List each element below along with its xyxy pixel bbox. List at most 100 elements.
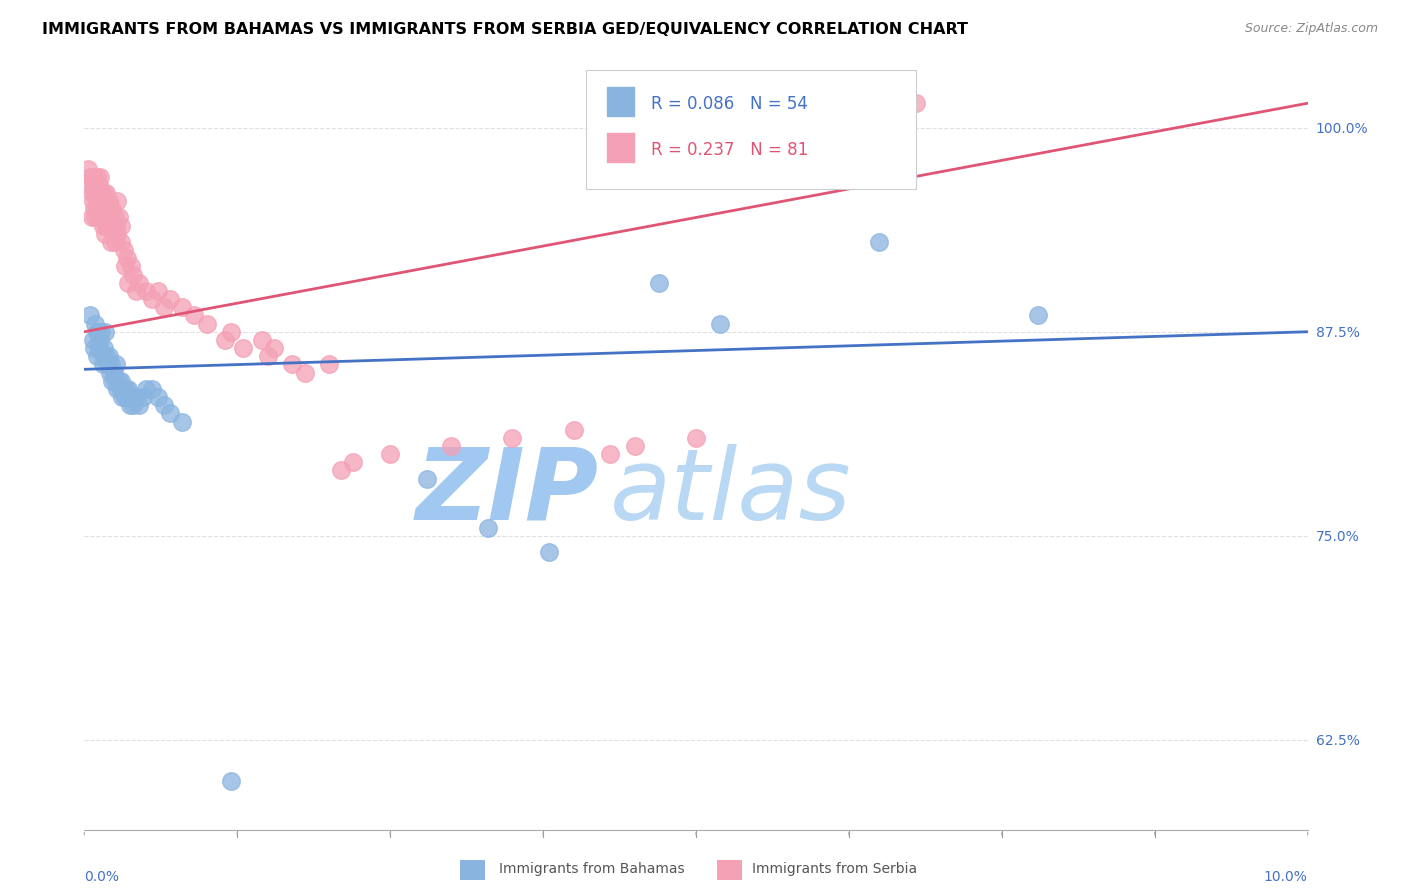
Point [89, 333, 111, 347]
Point [103, 219, 125, 233]
Point [132, 390, 155, 404]
Text: Immigrants from Serbia: Immigrants from Serbia [752, 862, 917, 876]
Point [538, 545, 561, 559]
Bar [606, 87, 634, 116]
Point [82, 169, 104, 184]
Point [120, 390, 142, 404]
Point [105, 194, 128, 209]
Point [104, 374, 127, 388]
Point [219, 325, 242, 339]
Point [94, 325, 117, 339]
Point [416, 472, 439, 486]
Point [108, 382, 131, 396]
Point [91, 349, 114, 363]
Point [172, 300, 194, 314]
Point [101, 374, 124, 388]
Point [135, 382, 157, 396]
Point [84, 211, 107, 225]
Point [294, 366, 316, 380]
Point [87, 186, 110, 200]
Point [97, 219, 120, 233]
Point [91, 358, 114, 372]
Point [87, 211, 110, 225]
Text: Source: ZipAtlas.com: Source: ZipAtlas.com [1244, 22, 1378, 36]
Point [146, 284, 169, 298]
Point [1028, 309, 1050, 323]
Point [214, 333, 236, 347]
Point [624, 439, 647, 453]
Point [100, 358, 122, 372]
Point [87, 325, 110, 339]
Point [159, 292, 181, 306]
Point [84, 317, 107, 331]
Point [342, 455, 364, 469]
Point [82, 194, 104, 209]
Point [562, 423, 585, 437]
Point [440, 439, 463, 453]
Point [250, 333, 273, 347]
Point [159, 406, 181, 420]
Point [118, 398, 141, 412]
Point [502, 431, 524, 445]
Point [110, 235, 132, 249]
Point [82, 333, 104, 347]
Point [111, 390, 134, 404]
Point [97, 349, 120, 363]
Point [257, 349, 280, 363]
Point [135, 284, 157, 298]
Point [648, 276, 671, 290]
Point [107, 374, 129, 388]
Point [122, 268, 145, 282]
Point [77, 178, 100, 192]
Point [115, 252, 138, 266]
Point [100, 235, 122, 249]
Text: R = 0.237   N = 81: R = 0.237 N = 81 [651, 142, 808, 160]
Point [110, 219, 132, 233]
Point [98, 366, 121, 380]
Point [105, 227, 128, 241]
Point [93, 341, 115, 355]
Point [94, 202, 117, 217]
Point [86, 325, 108, 339]
Point [87, 202, 110, 217]
Point [110, 374, 132, 388]
Point [599, 447, 621, 461]
Point [87, 341, 110, 355]
Point [125, 284, 148, 298]
Text: 10.0%: 10.0% [1264, 871, 1308, 884]
Point [114, 260, 136, 274]
Point [90, 325, 112, 339]
Point [318, 358, 340, 372]
Point [869, 235, 891, 249]
Point [89, 194, 111, 209]
Point [114, 390, 136, 404]
Point [219, 773, 242, 788]
Point [125, 390, 148, 404]
Point [96, 219, 118, 233]
Text: atlas: atlas [610, 443, 852, 541]
Point [330, 463, 353, 477]
Point [380, 447, 402, 461]
Point [93, 186, 115, 200]
Point [112, 382, 135, 396]
Point [83, 341, 105, 355]
FancyBboxPatch shape [586, 70, 917, 189]
Point [96, 186, 118, 200]
Point [86, 169, 108, 184]
Point [96, 349, 118, 363]
Point [90, 186, 112, 200]
Point [141, 292, 163, 306]
Point [117, 276, 139, 290]
Text: IMMIGRANTS FROM BAHAMAS VS IMMIGRANTS FROM SERBIA GED/EQUIVALENCY CORRELATION CH: IMMIGRANTS FROM BAHAMAS VS IMMIGRANTS FR… [42, 22, 969, 37]
Point [83, 178, 105, 192]
Point [120, 260, 142, 274]
Point [94, 227, 117, 241]
Point [153, 398, 176, 412]
Point [104, 235, 127, 249]
Point [91, 194, 114, 209]
Point [89, 169, 111, 184]
Point [91, 219, 114, 233]
Point [80, 211, 103, 225]
Point [97, 202, 120, 217]
Point [105, 382, 128, 396]
